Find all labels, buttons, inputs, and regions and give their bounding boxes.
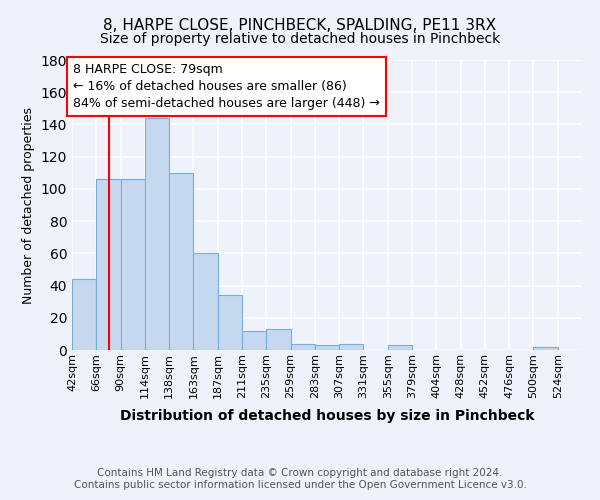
Bar: [339, 344, 364, 350]
Bar: [315, 345, 339, 350]
Text: 8 HARPE CLOSE: 79sqm
← 16% of detached houses are smaller (86)
84% of semi-detac: 8 HARPE CLOSE: 79sqm ← 16% of detached h…: [73, 63, 380, 110]
Bar: [193, 254, 218, 350]
Bar: [290, 344, 315, 350]
Bar: [218, 295, 242, 350]
Text: 8, HARPE CLOSE, PINCHBECK, SPALDING, PE11 3RX: 8, HARPE CLOSE, PINCHBECK, SPALDING, PE1…: [103, 18, 497, 32]
Bar: [533, 347, 558, 350]
Text: Size of property relative to detached houses in Pinchbeck: Size of property relative to detached ho…: [100, 32, 500, 46]
Text: Contains HM Land Registry data © Crown copyright and database right 2024.
Contai: Contains HM Land Registry data © Crown c…: [74, 468, 526, 490]
Bar: [121, 179, 145, 350]
Bar: [145, 118, 169, 350]
Bar: [72, 279, 96, 350]
Bar: [96, 179, 121, 350]
Bar: [169, 173, 193, 350]
X-axis label: Distribution of detached houses by size in Pinchbeck: Distribution of detached houses by size …: [120, 409, 534, 423]
Y-axis label: Number of detached properties: Number of detached properties: [22, 106, 35, 304]
Bar: [242, 330, 266, 350]
Bar: [388, 345, 412, 350]
Bar: [266, 329, 290, 350]
